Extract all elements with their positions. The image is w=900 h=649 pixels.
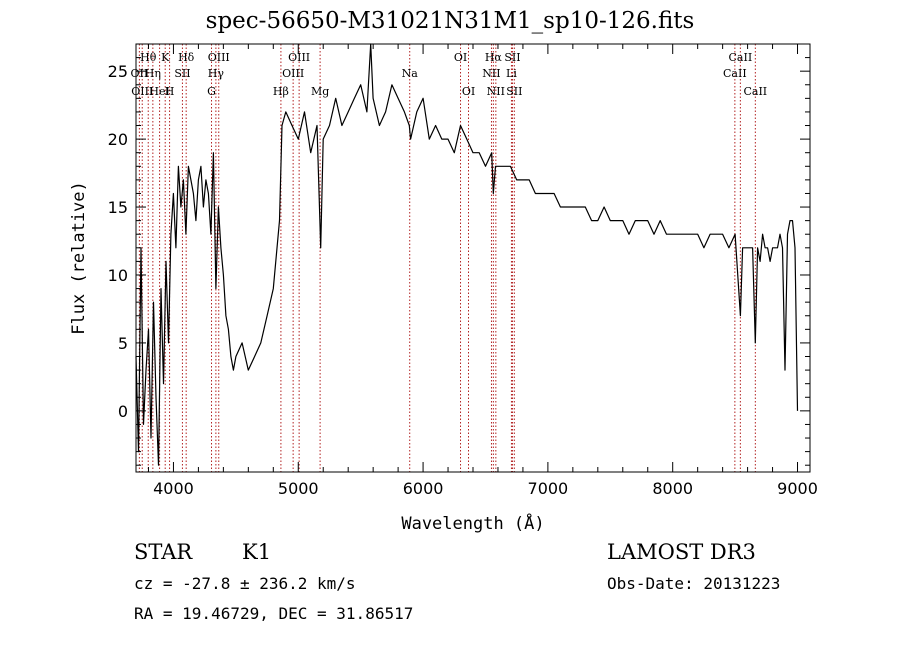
x-tick-label: 9000: [777, 479, 818, 498]
chart-title: spec-56650-M31021N31M1_sp10-126.fits: [205, 8, 695, 34]
spectral-line-label: OIII: [208, 51, 230, 64]
object-class: STAR: [134, 540, 193, 564]
spectrum-line: [135, 43, 799, 466]
x-tick-label: 5000: [278, 479, 319, 498]
y-tick-label: 15: [108, 198, 128, 217]
x-axis-label: Wavelength (Å): [401, 512, 544, 534]
spectral-line-label: OIII: [282, 67, 304, 80]
y-axis-label: Flux (relative): [69, 181, 89, 335]
spectral-line-label: CaII: [723, 67, 747, 80]
spectral-line-label: OIII: [131, 85, 153, 98]
spectral-line-label: SII: [174, 67, 190, 80]
y-tick-label: 20: [108, 130, 128, 149]
spectral-line-label: K: [161, 51, 170, 64]
x-tick-label: 4000: [153, 479, 194, 498]
spectral-line-label: CaII: [729, 51, 753, 64]
survey-name: LAMOST DR3: [607, 540, 756, 564]
y-tick-label: 25: [108, 62, 128, 81]
coordinates-readout: RA = 19.46729, DEC = 31.86517: [134, 604, 414, 623]
spectral-line-label: H: [165, 85, 175, 98]
x-tick-label: 6000: [403, 479, 444, 498]
spectral-line-label: Mg: [311, 85, 329, 98]
spectral-line-label: Hθ: [140, 51, 157, 64]
spectral-line-label: NII: [482, 67, 500, 80]
spectral-line-label: Na: [402, 67, 419, 80]
spectral-line-label: Li: [506, 67, 517, 80]
spectral-line-label: HeI: [149, 85, 169, 98]
spectral-line-label: Hγ: [208, 67, 225, 80]
x-tick-label: 8000: [652, 479, 693, 498]
spectral-line-label: OIII: [288, 51, 310, 64]
spectral-line-label: NII: [487, 85, 505, 98]
x-tick-label: 7000: [528, 479, 569, 498]
spectral-line-label: CaII: [743, 85, 767, 98]
spectral-line-label: Hα: [485, 51, 503, 64]
redshift-readout: cz = -27.8 ± 236.2 km/s: [134, 574, 356, 593]
spectral-line-label: OI: [462, 85, 475, 98]
spectral-line-label: G: [207, 85, 216, 98]
observation-date: Obs-Date: 20131223: [607, 574, 781, 593]
object-subclass: K1: [242, 540, 272, 564]
spectral-line-label: Hδ: [178, 51, 195, 64]
plot-frame: [135, 43, 811, 473]
spectral-line-label: SII: [504, 51, 520, 64]
spectral-line-label: OII: [131, 67, 149, 80]
y-tick-label: 0: [118, 402, 128, 421]
spectral-line-label: SII: [506, 85, 522, 98]
y-tick-label: 5: [118, 334, 128, 353]
spectral-line-label: Hη: [145, 67, 161, 80]
spectral-line-label: Hβ: [273, 85, 289, 98]
spectral-line-label: OI: [454, 51, 467, 64]
y-tick-label: 10: [108, 266, 128, 285]
